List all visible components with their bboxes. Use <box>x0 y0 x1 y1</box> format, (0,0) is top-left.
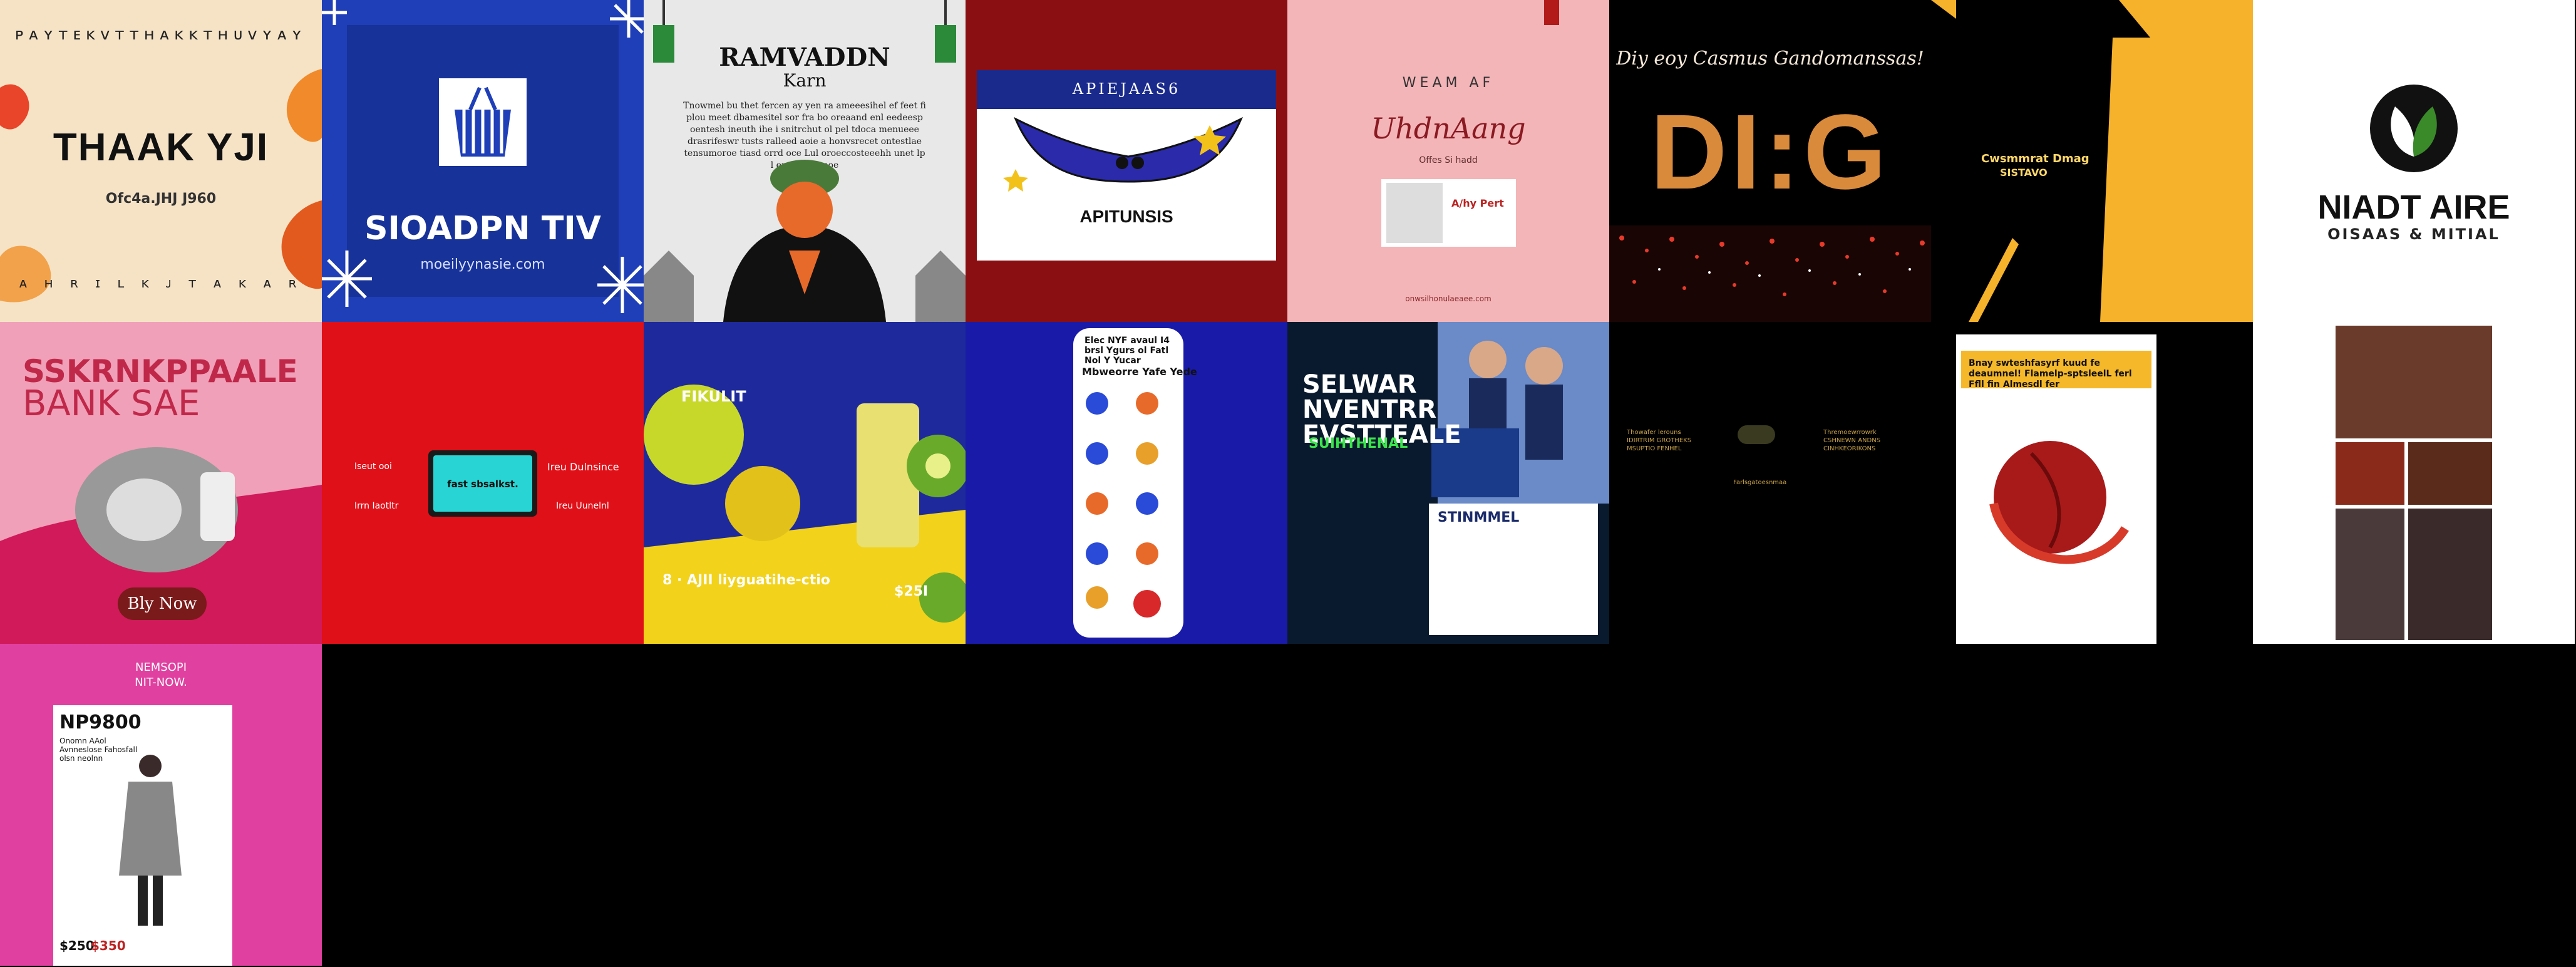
tablet-screen <box>433 455 532 512</box>
website-url[interactable]: onwsilhonulaeaee.com <box>1405 294 1492 303</box>
tile-subtitle: Karn <box>783 70 827 91</box>
card-footer-text: APITUNSIS <box>1079 207 1173 226</box>
yellow-shape <box>1931 0 2253 322</box>
tile-title: RAMVADDN <box>719 43 890 72</box>
yellow-band <box>1961 351 2151 388</box>
right-label-1: Ireu Dulnsince <box>547 461 619 473</box>
left-label-1: Iseut ooi <box>354 462 392 472</box>
band-text: APIEJAAS6 <box>1072 80 1181 98</box>
lights-decor <box>1609 225 1931 322</box>
price-old: $250 <box>59 938 95 953</box>
tile-thank-you[interactable]: ᴘᴀʏᴛᴇᴋᴠᴛᴛʜᴀᴋᴋᴛʜᴜᴠʏᴀʏ THAAK YJI Ofc4a.JHJ… <box>0 0 322 322</box>
column-3: Thremoewrrowrk CSHNEWN ANDNS CINHKEORIKO… <box>1823 429 1881 452</box>
center-icon <box>1738 425 1775 444</box>
tile-title: FIKULIT <box>681 388 746 405</box>
phone-header: Elec NYF avaul I4 brsl Ygurs ol Fatl Nol… <box>1084 336 1170 366</box>
collage-photo-1 <box>2336 326 2492 438</box>
tile-shopping[interactable]: SIOADPN TIV moeilyynasie.com <box>322 0 644 322</box>
website-url[interactable]: moeilyynasie.com <box>420 257 545 272</box>
column-2: Farlsgatoesnmaa <box>1733 479 1787 486</box>
collage-photo-2 <box>2336 442 2404 505</box>
card-title: STINMMEL <box>1438 510 1520 525</box>
tile-title: SIOADPN TIV <box>364 210 601 247</box>
bird-icon <box>1003 116 1243 192</box>
tile-subtitle: OISAAS & MITIAL <box>2327 225 2500 243</box>
tile-green-text: SUIHTHENAL <box>1309 436 1408 452</box>
product-subtitle: Onomn AAol Avnneslose Fahosfall olsn neo… <box>59 737 138 763</box>
buy-now-button[interactable]: Bly Now <box>118 587 207 620</box>
tile-juice[interactable]: FIKULIT 8 · AJII liyguatihe-ctio $25I <box>644 322 966 644</box>
tile-dark-holiday[interactable]: Diy eoy Casmus Gandomanssas! DI:G <box>1609 0 1931 322</box>
tile-photo-collage[interactable] <box>2253 322 2575 644</box>
illustration-grid <box>1086 392 1161 618</box>
people-photo <box>1431 322 1609 504</box>
column-1: Thowafer lerouns IDIRTRIM GROTHEKS MSUPT… <box>1627 429 1692 452</box>
corner-ribbon <box>1544 0 1559 25</box>
red-ball-icon <box>1989 441 2129 564</box>
card-band <box>977 70 1276 109</box>
right-label-2: Ireu Uunelnl <box>556 501 609 511</box>
tile-black-yellow[interactable]: Cwsmmrat Dmag SISTAVO <box>1931 0 2253 322</box>
tile-pink-event[interactable]: WEAM AF UhdnAang Offes Si hadd A/hy Pert… <box>1287 0 1609 322</box>
leaf-logo-icon <box>2370 85 2458 172</box>
tile-bird-card[interactable]: APIEJAAS6 APITUNSIS <box>966 0 1287 322</box>
tile-fashion[interactable]: NEMSOPI NIT-NOW. NP9800 Onomn AAol Avnne… <box>0 644 322 966</box>
tile-red-tablet[interactable]: Iseut ooi Irrn Iaotltr fast sbsalkst. Ir… <box>322 322 644 644</box>
model-figure <box>119 755 182 926</box>
tile-title: SELWAR NVENTRR EVSTTEALE <box>1302 370 1461 449</box>
tile-title-2: BANK SAE <box>23 383 200 424</box>
tile-subtitle: Offes Si hadd <box>1419 155 1478 165</box>
tile-line-2: SISTAVO <box>2000 167 2048 178</box>
tile-line-1: Cwsmmrat Dmag <box>1981 152 2089 165</box>
photo-placeholder <box>1386 183 1443 243</box>
tile-date: Ofc4a.JHJ J960 <box>105 191 217 207</box>
tile-price: $25I <box>894 584 929 599</box>
bottom-decor-text: ᴀ ʜ ʀ ɪ ʟ ᴋ ᴊ ᴛ ᴀ ᴋ ᴀ ʀ <box>19 276 303 291</box>
phone-subheader: Mbweorre Yafe Yede <box>1082 366 1197 378</box>
praying-figure <box>723 160 886 322</box>
tile-title: SSKRNKPPAALE <box>23 353 298 390</box>
tile-label: WEAM AF <box>1402 75 1495 91</box>
tile-footer: 8 · AJII liyguatihe-ctio <box>662 572 830 588</box>
band-text: Bnay swteshfasyrf kuud fe deaumnel! Flam… <box>1969 358 2132 390</box>
lantern-icon <box>644 0 966 322</box>
box-text: A/hy Pert <box>1451 197 1504 209</box>
top-decor-text: ᴘᴀʏᴛᴇᴋᴠᴛᴛʜᴀᴋᴋᴛʜᴜᴠʏᴀʏ <box>15 25 307 44</box>
product-visual <box>0 447 322 644</box>
tile-big-text: DI:G <box>1650 93 1890 212</box>
tile-greeting: Diy eoy Casmus Gandomanssas! <box>1616 48 1924 70</box>
collage-photo-3 <box>2408 442 2492 505</box>
info-card <box>1429 504 1598 635</box>
left-label-2: Irrn Iaotltr <box>354 501 399 511</box>
tile-title: THAAK YJI <box>53 126 269 169</box>
decor-blobs <box>0 69 322 303</box>
fruit-visual <box>644 385 966 644</box>
basket-icon <box>439 78 527 166</box>
tile-ramadan[interactable]: RAMVADDN Karn Tnowmel bu thet fercen ay … <box>644 0 966 322</box>
tile-skincare-sale[interactable]: SSKRNKPPAALE BANK SAE Bly Now <box>0 322 322 644</box>
snowflake-icon <box>322 0 644 313</box>
tile-dark-columns[interactable]: Thowafer lerouns IDIRTRIM GROTHEKS MSUPT… <box>1609 322 1931 644</box>
tile-logo[interactable]: NIADT AIRE OISAAS & MITIAL <box>2253 0 2575 322</box>
collage-photo-4 <box>2336 509 2404 640</box>
tile-phone-mockup[interactable]: Elec NYF avaul I4 brsl Ygurs ol Fatl Nol… <box>966 322 1287 644</box>
phone-frame <box>1073 328 1183 638</box>
tile-title: UhdnAang <box>1371 111 1526 145</box>
price-new: $350 <box>91 938 126 953</box>
tile-red-ball[interactable]: Bnay swteshfasyrf kuud fe deaumnel! Flam… <box>1931 322 2253 644</box>
tile-header: NEMSOPI NIT-NOW. <box>135 661 187 689</box>
product-title: NP9800 <box>59 711 142 733</box>
collage-photo-5 <box>2408 509 2492 640</box>
tile-title: NIADT AIRE <box>2317 189 2510 226</box>
tile-seminar[interactable]: SELWAR NVENTRR EVSTTEALE SUIHTHENAL STIN… <box>1287 322 1609 644</box>
tablet-text: fast sbsalkst. <box>447 478 518 490</box>
